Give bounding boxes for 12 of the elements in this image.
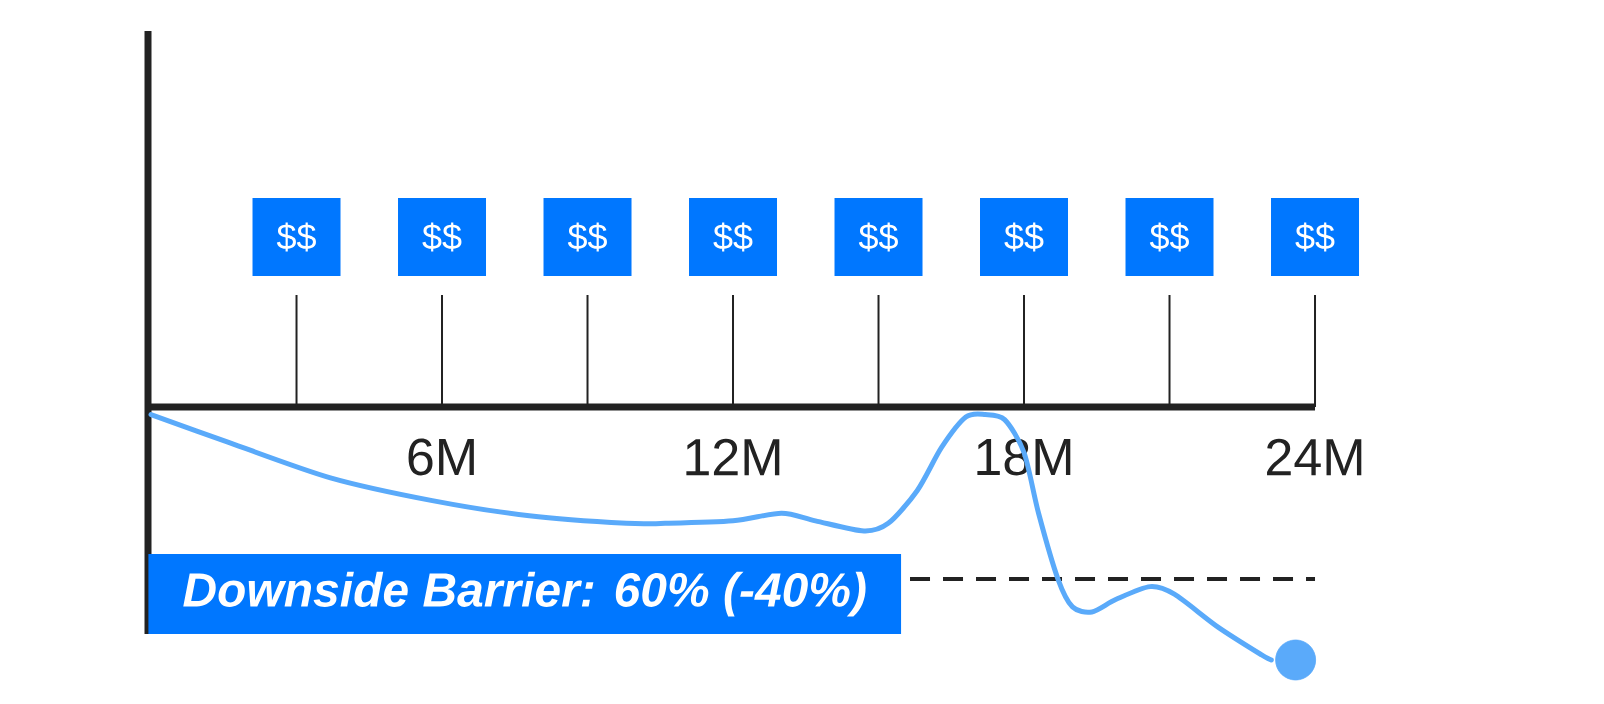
text: $$ <box>422 222 462 252</box>
text: $$ <box>1149 222 1189 252</box>
text: $$ <box>567 222 607 252</box>
x-tick-label: 24M <box>1267 438 1362 476</box>
text: $$ <box>713 222 753 252</box>
x-tick-label: 12M <box>686 438 780 476</box>
text: $$ <box>1004 222 1044 252</box>
text: $$ <box>1295 222 1335 252</box>
text: $$ <box>858 222 898 252</box>
annotation: Downside Barrier: 60% (-40%) <box>183 571 866 617</box>
x-tick-label: 6M <box>408 438 474 476</box>
text: $$ <box>276 222 316 252</box>
